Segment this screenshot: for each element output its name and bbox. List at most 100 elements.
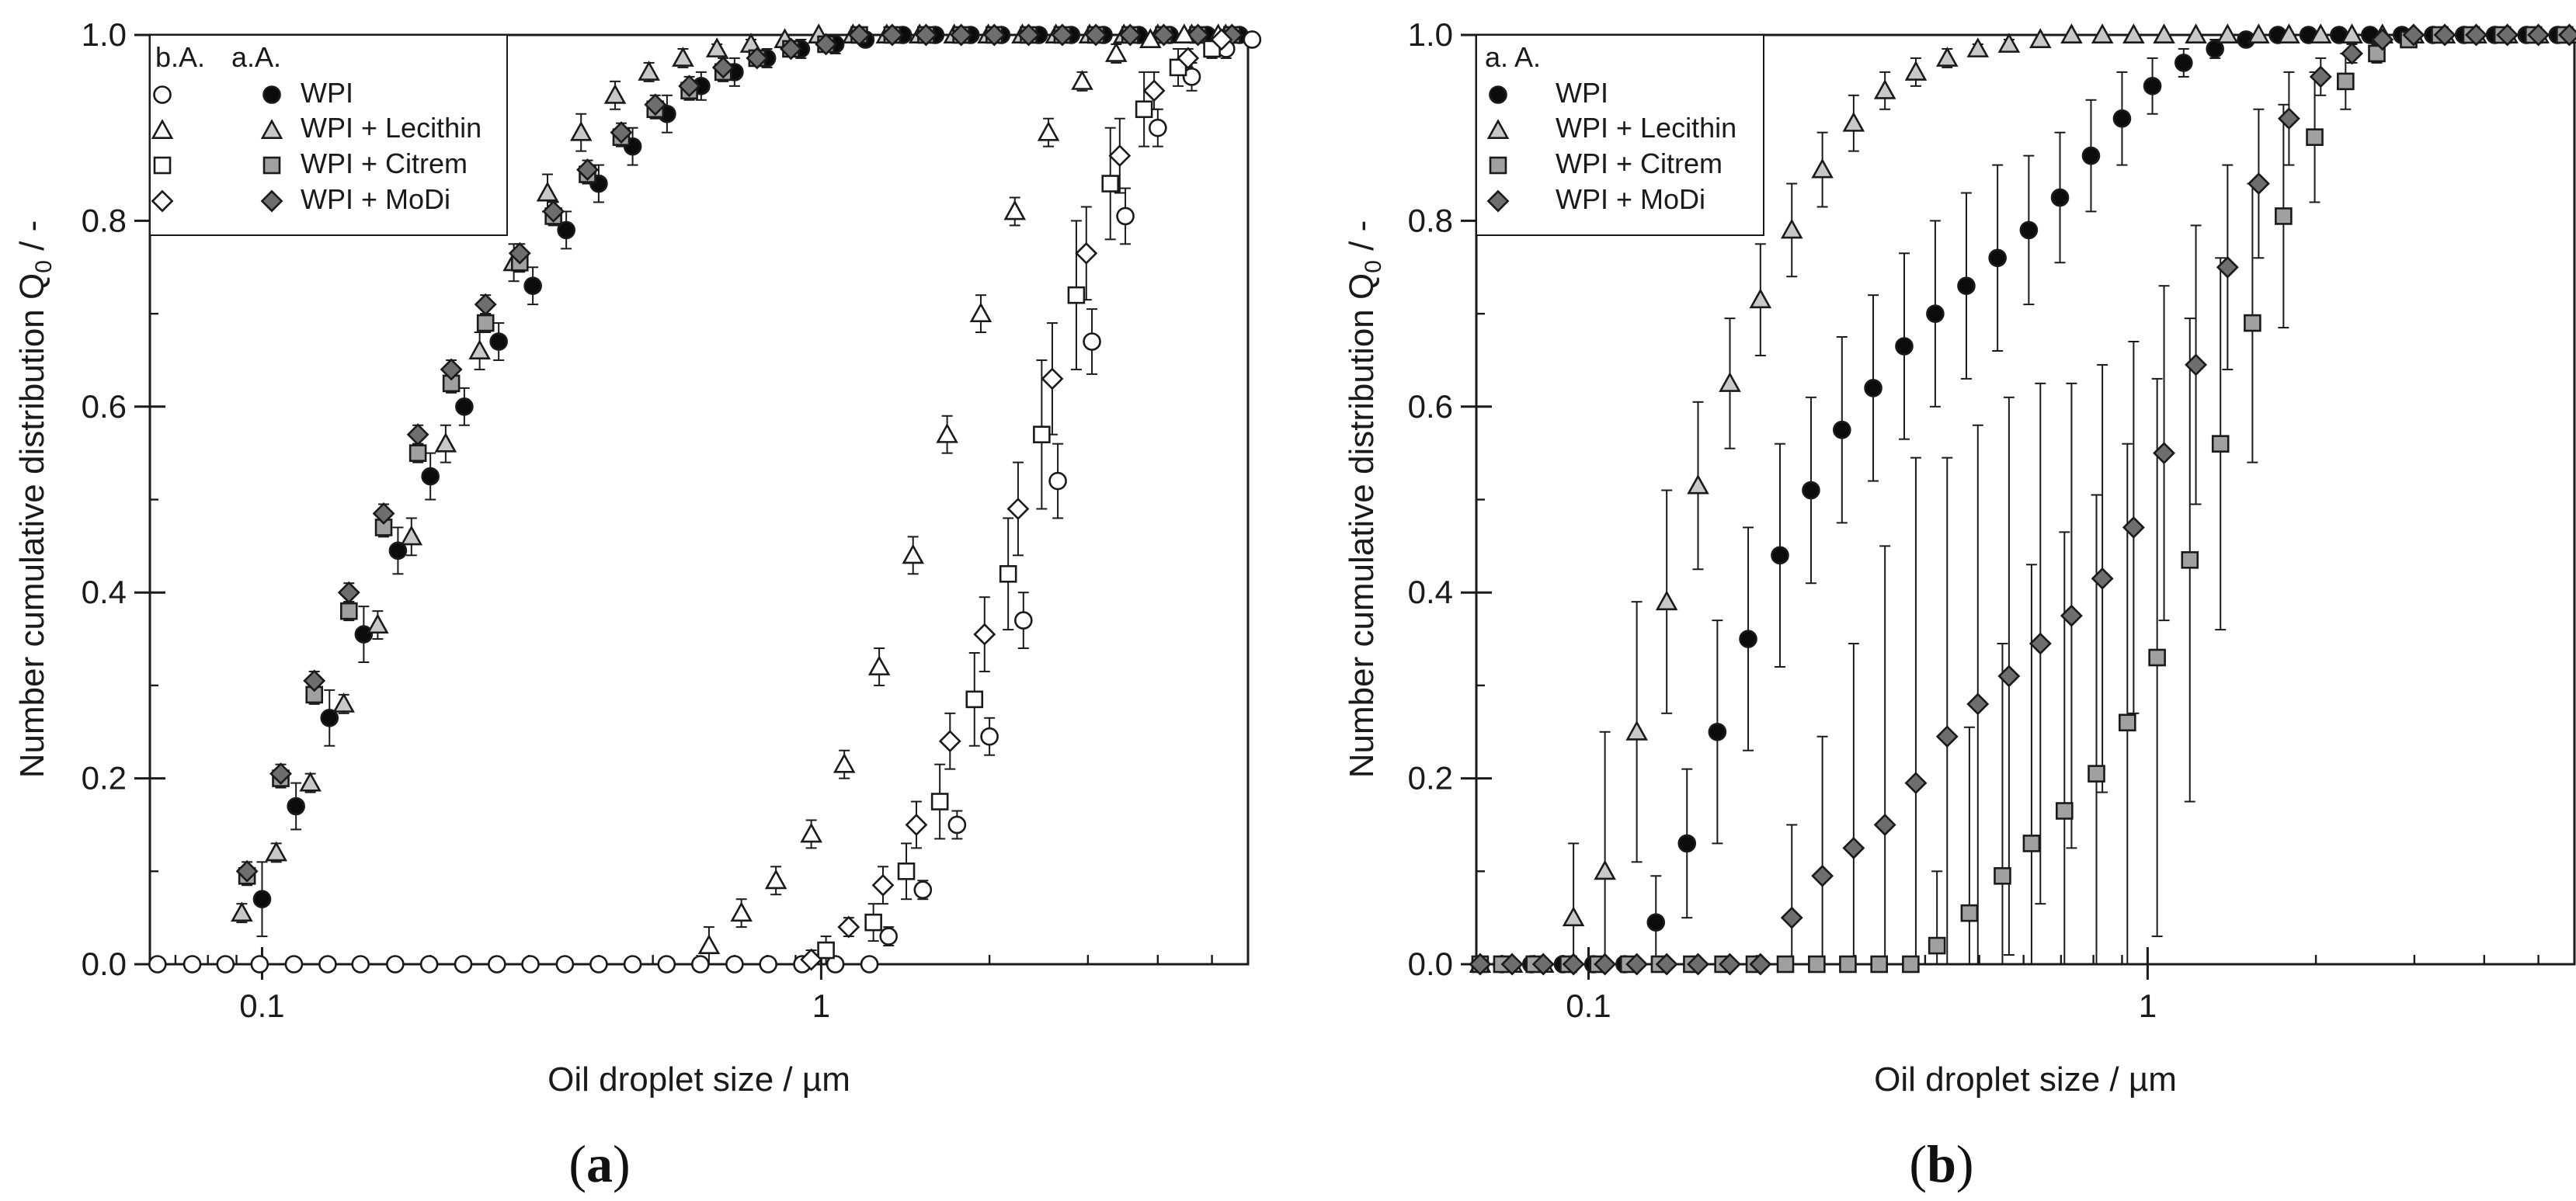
after-wpi-modi-point: [950, 23, 973, 47]
before-wpi-point: [216, 955, 235, 974]
after-wpi-modi-point: [1625, 953, 1649, 976]
before-wpi-modi-point: [800, 948, 823, 971]
after-wpi-modi-point: [848, 23, 871, 47]
after-wpi-point: [287, 797, 305, 816]
y-tick-label: 0.8: [82, 202, 127, 238]
after-wpi-modi-point: [746, 47, 769, 70]
before-wpi-point: [487, 955, 506, 974]
after-wpi-point: [1988, 248, 2007, 268]
before-wpi-citrem-point: [999, 564, 1017, 583]
legend-symbol-before-modi: [151, 189, 174, 213]
after-wpi-lecithin-point: [638, 61, 660, 81]
after-wpi-point: [2019, 220, 2039, 240]
after-wpi-citrem-point: [1994, 866, 2011, 885]
legend-symbol-before-citrem: [153, 156, 172, 175]
after-wpi-modi-point: [1562, 953, 1585, 976]
legend-entry-modi: WPI + MoDi: [301, 183, 450, 215]
y-tick-label: 0.8: [1408, 202, 1453, 238]
after-wpi-point: [354, 625, 374, 644]
before-wpi-point: [555, 955, 575, 974]
after-wpi-lecithin-point: [2091, 23, 2114, 43]
before-wpi-lecithin-point: [833, 752, 856, 773]
before-wpi-lecithin-point: [902, 543, 924, 564]
before-wpi-citrem-point: [1033, 425, 1051, 444]
after-wpi-citrem-point: [2244, 314, 2261, 332]
legend-header-after: a.A.: [231, 41, 281, 73]
after-wpi-modi-point: [2496, 23, 2519, 47]
legend-symbol-after-wpi: [262, 85, 281, 104]
after-wpi-modi-point: [815, 33, 838, 56]
after-wpi-lecithin-point: [299, 771, 322, 792]
before-wpi-point: [589, 955, 608, 974]
before-wpi-point: [250, 955, 269, 974]
after-wpi-modi-point: [1594, 953, 1617, 976]
after-wpi-modi-point: [1531, 953, 1555, 976]
after-wpi-modi-point: [508, 241, 531, 265]
y-axis-title-subscript: 0: [1361, 260, 1386, 273]
x-axis-title: Oil droplet size / µm: [548, 1060, 850, 1099]
before-wpi-point: [725, 955, 744, 974]
after-wpi-lecithin-point: [1719, 372, 1741, 392]
after-wpi-lecithin-point: [1780, 218, 1803, 239]
after-wpi-modi-point: [881, 23, 904, 47]
after-wpi-citrem-point: [339, 602, 358, 620]
legend-symbol-after-citrem: [262, 156, 281, 175]
after-wpi-modi-point: [303, 669, 326, 692]
after-wpi-modi-point: [678, 75, 701, 98]
before-wpi-modi-point: [1108, 144, 1132, 168]
after-wpi-point: [2112, 109, 2132, 128]
before-wpi-point: [1083, 332, 1101, 351]
after-wpi-point: [320, 708, 339, 727]
after-wpi-lecithin-point: [332, 692, 355, 713]
before-wpi-point: [1182, 68, 1201, 86]
after-wpi-lecithin-point: [367, 613, 389, 634]
after-wpi-citrem-point: [2119, 713, 2136, 732]
after-wpi-point: [421, 467, 440, 486]
before-wpi-point: [351, 955, 370, 974]
after-wpi-modi-point: [2247, 172, 2270, 195]
after-wpi-lecithin-point: [569, 120, 593, 141]
before-wpi-point: [879, 927, 898, 946]
after-wpi-lecithin-point: [2278, 23, 2300, 43]
after-wpi-lecithin-point: [536, 181, 559, 202]
legend-header-after: a. A.: [1485, 41, 1541, 73]
after-wpi-lecithin-point: [2122, 23, 2145, 43]
after-wpi-citrem-point: [2148, 648, 2166, 667]
before-wpi-modi-point: [973, 623, 996, 646]
y-tick-label: 0.2: [82, 760, 127, 797]
y-tick-label: 0.4: [1408, 574, 1453, 610]
before-wpi-point: [623, 955, 642, 974]
before-wpi-citrem-point: [1169, 58, 1187, 77]
panel-label-b-letter: b: [1927, 1134, 1956, 1193]
after-wpi-modi-point: [1687, 953, 1709, 976]
before-wpi-point: [826, 955, 845, 974]
y-axis-title: Number cumulative distribution Q0 / -: [13, 220, 57, 779]
y-axis-title-main: Number cumulative distribution Q: [13, 273, 51, 778]
before-wpi-citrem-point: [864, 913, 882, 932]
after-wpi-modi-point: [2309, 65, 2332, 89]
panel-b-markers: [1469, 23, 2576, 976]
after-wpi-modi-point: [1719, 953, 1741, 976]
before-wpi-point: [419, 955, 439, 974]
panel-b-legend: a. A. WPI WPI + Lecithin WPI + Citrem WP…: [1476, 34, 1764, 236]
before-wpi-lecithin-point: [697, 934, 721, 955]
after-wpi-point: [2143, 77, 2162, 95]
after-wpi-modi-point: [1152, 23, 1175, 47]
after-wpi-lecithin-point: [1687, 474, 1709, 495]
after-wpi-modi-point: [1469, 953, 1492, 976]
before-wpi-modi-point: [1006, 498, 1030, 520]
after-wpi-point: [1739, 630, 1757, 648]
x-axis-title: Oil droplet size / µm: [1874, 1060, 2177, 1099]
after-wpi-modi-point: [235, 859, 259, 883]
before-wpi-lecithin-point: [936, 422, 958, 443]
before-wpi-citrem-point: [1067, 286, 1086, 304]
before-wpi-lecithin-point: [764, 869, 787, 890]
after-wpi-lecithin-point: [231, 901, 253, 922]
after-wpi-lecithin-point: [1655, 590, 1678, 611]
panel-label-a: (a): [568, 1134, 630, 1193]
after-wpi-lecithin-point: [2185, 23, 2207, 43]
panel-a-legend-box: [149, 34, 508, 236]
before-wpi-point: [691, 955, 710, 974]
after-wpi-modi-point: [2091, 567, 2114, 590]
